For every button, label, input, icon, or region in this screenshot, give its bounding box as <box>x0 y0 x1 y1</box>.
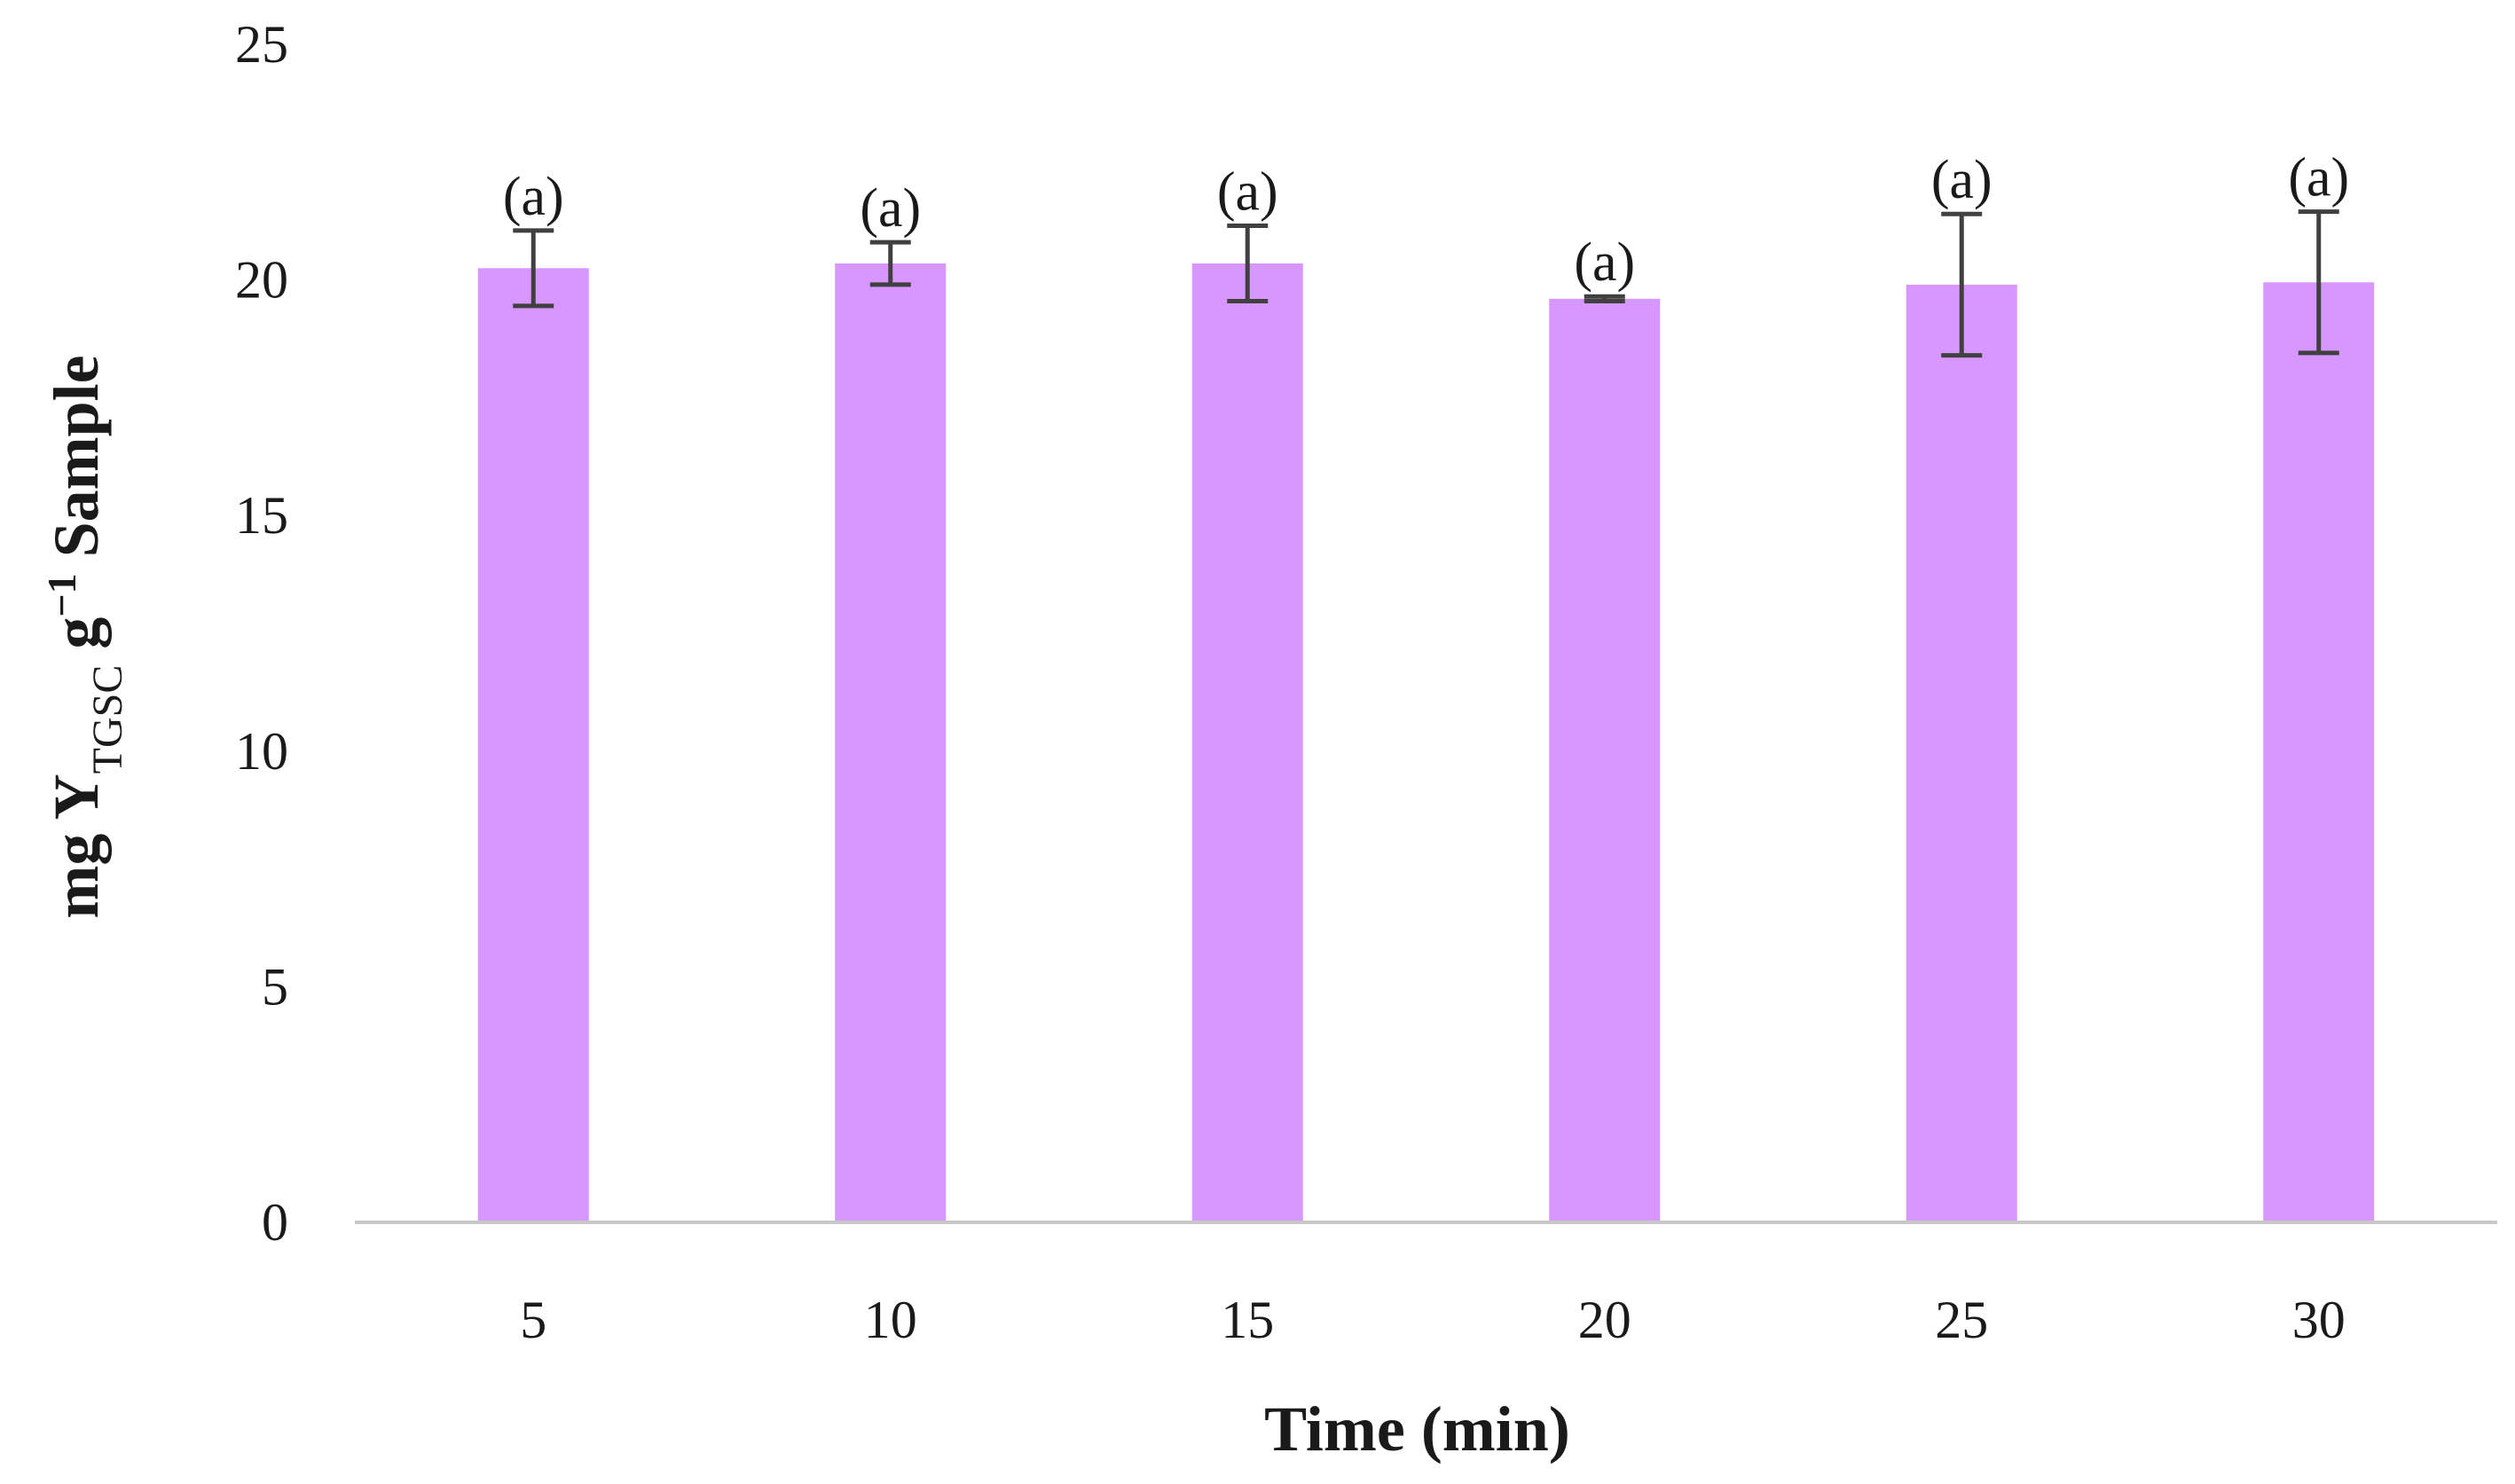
bar <box>1549 298 1661 1222</box>
x-tick-label: 15 <box>1221 1291 1274 1349</box>
annotation-label: (a) <box>2288 148 2349 208</box>
error-bar <box>513 228 554 309</box>
y-axis-title-suffix: Sample <box>41 355 112 573</box>
bar <box>477 268 589 1222</box>
bar <box>1906 284 2017 1222</box>
bar <box>835 263 947 1222</box>
y-axis-title-unit: g <box>41 617 112 665</box>
y-axis-title-prefix: mg Y <box>41 773 112 918</box>
y-tick-label: 25 <box>235 15 288 74</box>
x-axis-ticks: 5 10 15 20 25 30 <box>520 1291 2346 1349</box>
error-bar <box>1941 211 1983 358</box>
y-axis-ticks: 0 5 10 15 20 25 <box>235 15 288 1252</box>
error-bar <box>2298 209 2339 356</box>
y-axis-title-superscript: −1 <box>39 573 84 616</box>
bar <box>1191 263 1303 1222</box>
annotation-label: (a) <box>1217 162 1278 223</box>
y-tick-label: 20 <box>235 251 288 310</box>
significance-annotations: (a) (a) (a) (a) (a) (a) <box>503 148 2349 294</box>
x-tick-label: 20 <box>1578 1291 1631 1349</box>
y-axis-title: mg YTGSC g−1 Sample <box>39 355 131 918</box>
x-tick-label: 30 <box>2292 1291 2346 1349</box>
y-tick-label: 15 <box>235 486 288 545</box>
error-bar <box>1227 224 1269 304</box>
bars <box>477 263 2375 1223</box>
error-bars <box>513 209 2339 358</box>
error-bar <box>869 239 911 287</box>
annotation-label: (a) <box>503 167 564 227</box>
x-tick-label: 10 <box>864 1291 917 1349</box>
x-tick-label: 25 <box>1935 1291 1988 1349</box>
y-tick-label: 5 <box>262 957 288 1016</box>
annotation-label: (a) <box>1574 232 1635 293</box>
bar <box>2263 282 2375 1223</box>
y-tick-label: 10 <box>235 722 288 781</box>
x-tick-label: 5 <box>520 1291 546 1349</box>
annotation-label: (a) <box>860 178 921 239</box>
error-bar <box>1584 294 1625 304</box>
y-tick-label: 0 <box>262 1193 288 1252</box>
y-axis-title-subscript: TGSC <box>84 665 131 774</box>
x-axis-title: Time (min) <box>1264 1394 1570 1464</box>
annotation-label: (a) <box>1931 150 1992 210</box>
